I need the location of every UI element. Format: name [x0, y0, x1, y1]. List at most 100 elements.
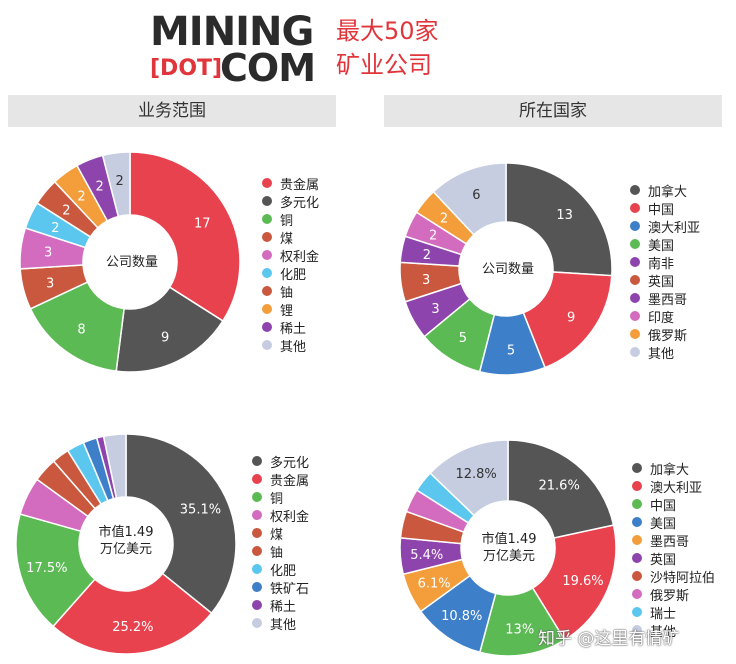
slice-business-count-0 — [129, 151, 241, 322]
legend-item-country-count: 美国 — [630, 235, 700, 254]
legend-swatch — [630, 221, 640, 231]
legend-item-business-count: 多元化 — [262, 192, 320, 211]
slice-label-business-count-2: 8 — [77, 323, 85, 338]
legend-item-country-count: 南非 — [630, 253, 700, 272]
legend-swatch — [630, 347, 640, 357]
legend-swatch — [252, 564, 262, 574]
legend-swatch — [632, 517, 642, 527]
section-title-country: 所在国家 — [384, 95, 722, 127]
legend-swatch — [252, 510, 262, 520]
slice-label-business-count-0: 17 — [194, 216, 211, 231]
slice-label-country-marketcap-2: 13% — [505, 623, 534, 638]
slice-business-marketcap-2 — [15, 513, 96, 628]
center-label-line: 公司数量 — [105, 255, 158, 270]
legend-item-business-marketcap: 铁矿石 — [252, 578, 310, 597]
legend-label: 印度 — [648, 310, 675, 326]
slice-label-country-count-6: 2 — [423, 248, 431, 263]
legend-item-country-count: 中国 — [630, 199, 700, 218]
legend-label: 铜 — [280, 213, 294, 229]
legend-swatch — [632, 607, 642, 617]
legend-item-business-count: 锂 — [262, 300, 319, 319]
slice-label-business-marketcap-2: 17.5% — [26, 561, 67, 576]
legend-item-country-marketcap: 英国 — [632, 549, 715, 568]
legend-item-business-count: 铀 — [262, 282, 319, 301]
legend-item-business-marketcap: 铜 — [252, 488, 309, 507]
legend-label: 墨西哥 — [648, 292, 688, 308]
legend-label: 煤 — [280, 231, 294, 247]
zhihu-watermark: 知乎 @这里有情矿 — [538, 629, 680, 649]
legend-swatch — [630, 293, 640, 303]
legend-label: 澳大利亚 — [650, 480, 703, 496]
slice-label-business-marketcap-1: 25.2% — [112, 620, 153, 635]
slice-country-marketcap-9 — [429, 439, 509, 517]
slice-country-count-0 — [505, 162, 613, 277]
legend-label: 其他 — [648, 346, 675, 362]
legend-label: 铀 — [280, 285, 294, 301]
legend-item-business-count: 其他 — [262, 336, 319, 355]
legend-swatch — [252, 618, 262, 628]
legend-swatch — [632, 553, 642, 563]
section-title-business: 业务范围 — [8, 95, 336, 127]
legend-item-country-marketcap: 墨西哥 — [632, 531, 715, 550]
legend-label: 美国 — [650, 516, 677, 532]
legend-swatch — [632, 481, 642, 491]
legend-label: 其他 — [280, 339, 307, 355]
legend-swatch — [632, 625, 642, 635]
legend-swatch — [630, 203, 640, 213]
slice-label-country-count-4: 3 — [431, 302, 439, 317]
legend-item-business-count: 贵金属 — [262, 174, 319, 193]
slice-label-country-count-2: 5 — [507, 343, 515, 358]
legend-label: 稀土 — [280, 321, 307, 337]
slice-label-business-count-6: 2 — [62, 203, 70, 218]
slice-label-business-count-5: 2 — [51, 221, 59, 236]
slice-business-count-1 — [115, 286, 224, 373]
slice-label-country-count-7: 2 — [429, 229, 437, 244]
legend-label: 权利金 — [270, 509, 310, 525]
headline: 最大50家 矿业公司 — [336, 14, 439, 82]
logo-com-text: COM — [220, 46, 316, 90]
legend-swatch — [630, 329, 640, 339]
legend-item-country-count: 加拿大 — [630, 181, 700, 200]
legend-label: 俄罗斯 — [648, 328, 688, 344]
legend-swatch — [262, 268, 272, 278]
slice-business-marketcap-0 — [125, 433, 237, 615]
legend-swatch — [262, 196, 272, 206]
slice-country-marketcap-1 — [531, 524, 617, 641]
legend-label: 多元化 — [280, 195, 320, 211]
legend-swatch — [630, 185, 640, 195]
legend-business-count: 贵金属 多元化铜煤权利金 化肥铀锂稀土 其他 — [262, 174, 320, 355]
legend-item-business-marketcap: 化肥 — [252, 560, 309, 579]
legend-item-business-marketcap: 煤 — [252, 524, 309, 543]
legend-swatch — [252, 582, 262, 592]
legend-item-business-marketcap: 权利金 — [252, 506, 310, 525]
legend-label: 澳大利亚 — [648, 220, 701, 236]
legend-item-country-count: 英国 — [630, 271, 700, 290]
mining-dot-com-logo: MINING [DOT] COM — [150, 12, 320, 90]
slice-label-business-count-1: 9 — [161, 331, 169, 346]
legend-label: 俄罗斯 — [650, 588, 690, 604]
legend-item-business-count: 铜 — [262, 210, 319, 229]
legend-swatch — [632, 535, 642, 545]
donut-business-marketcap: 35.1% 25.2% 17.5% — [15, 433, 237, 655]
legend-item-business-marketcap: 铀 — [252, 542, 309, 561]
legend-swatch — [252, 456, 262, 466]
slice-label-business-marketcap-0: 35.1% — [180, 502, 221, 517]
slice-label-country-count-3: 5 — [459, 331, 467, 346]
slice-label-country-count-5: 3 — [422, 273, 430, 288]
legend-business-marketcap: 多元化 贵金属铜权利金煤铀化肥 铁矿石 稀土 其他 — [252, 452, 310, 633]
center-label-business-count: 公司数量 — [87, 254, 177, 271]
legend-item-country-marketcap: 澳大利亚 — [632, 477, 715, 496]
legend-item-country-marketcap: 其他 — [632, 621, 715, 640]
center-label-line: 市值1.49 — [98, 525, 154, 540]
slice-business-marketcap-9 — [102, 433, 127, 499]
legend-label: 铁矿石 — [270, 581, 310, 597]
legend-country-marketcap: 加拿大 澳大利亚 中国 美国 墨西哥 英国 沙特阿拉伯 俄罗斯 瑞士 其他 — [632, 459, 715, 640]
center-label-line: 万亿美元 — [99, 542, 152, 557]
legend-swatch — [632, 571, 642, 581]
slice-label-country-marketcap-3: 10.8% — [441, 609, 482, 624]
legend-label: 英国 — [650, 552, 677, 568]
center-label-country-marketcap: 市值1.49 万亿美元 — [464, 531, 554, 565]
legend-swatch — [252, 528, 262, 538]
